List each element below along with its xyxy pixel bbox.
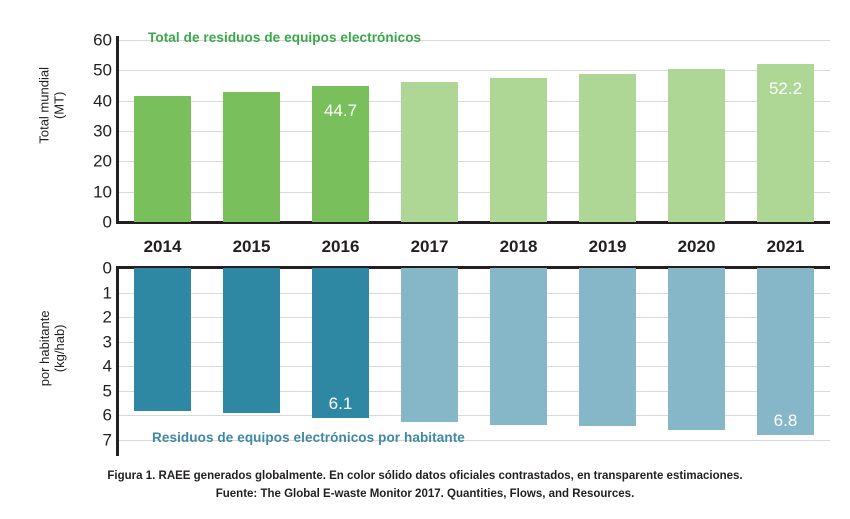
bar-habitante-2015[interactable] xyxy=(223,268,280,413)
figure-caption-line2: Fuente: The Global E-waste Monitor 2017.… xyxy=(0,486,850,504)
y-tick-label: 7 xyxy=(72,432,112,449)
y-tick-label: 6 xyxy=(72,407,112,424)
bar-total-2020[interactable] xyxy=(668,69,725,222)
y-tick-label: 3 xyxy=(72,333,112,350)
bars-por-habitante: 6.1 6.8 xyxy=(118,268,830,440)
x-label-2015: 2015 xyxy=(207,238,296,255)
y-tick-label: 0 xyxy=(72,214,112,231)
y-tick-label: 4 xyxy=(72,358,112,375)
y-tick-label: 0 xyxy=(72,260,112,277)
x-label-2018: 2018 xyxy=(474,238,563,255)
figure-raee-global: Total mundial (MT) 6050403020100 Total d… xyxy=(0,0,850,519)
y-tick-label: 1 xyxy=(72,284,112,301)
bar-total-2018[interactable] xyxy=(490,78,547,222)
y-tick-label: 20 xyxy=(72,153,112,170)
x-label-2021: 2021 xyxy=(741,238,830,255)
x-label-2019: 2019 xyxy=(563,238,652,255)
y-axis-title-total-mundial: Total mundial (MT) xyxy=(37,45,68,165)
bar-value-label: 44.7 xyxy=(312,102,369,119)
y-axis-title-por-habitante: por habitante (kg/hab) xyxy=(37,286,68,411)
x-label-2014: 2014 xyxy=(118,238,207,255)
bar-habitante-2016[interactable]: 6.1 xyxy=(312,268,369,418)
figure-caption-line1: Figura 1. RAEE generados globalmente. En… xyxy=(0,468,850,486)
bar-habitante-2014[interactable] xyxy=(134,268,191,411)
bar-habitante-2021[interactable]: 6.8 xyxy=(757,268,814,435)
bar-total-2016[interactable]: 44.7 xyxy=(312,86,369,222)
bar-total-2019[interactable] xyxy=(579,74,636,222)
chart-por-habitante: por habitante (kg/hab) 01234567 Residuos… xyxy=(0,258,850,458)
y-tick-label: 5 xyxy=(72,382,112,399)
bar-value-label: 6.8 xyxy=(757,412,814,429)
y-tick-label: 40 xyxy=(72,92,112,109)
y-axis-ticks-por-habitante: 0 1 2 3 4 5 6 7 xyxy=(72,258,112,458)
x-label-2017: 2017 xyxy=(385,238,474,255)
y-axis-ticks-total-mundial: 60 50 40 30 20 10 0 xyxy=(72,0,112,240)
y-axis-title-line2: (kg/hab) xyxy=(53,324,68,372)
bar-habitante-2020[interactable] xyxy=(668,268,725,430)
y-tick-label: 10 xyxy=(72,183,112,200)
x-label-2020: 2020 xyxy=(652,238,741,255)
y-tick-label: 50 xyxy=(72,62,112,79)
y-axis-title-line1: por habitante xyxy=(37,310,52,386)
y-tick-label: 60 xyxy=(72,32,112,49)
y-tick-label: 30 xyxy=(72,123,112,140)
bar-total-2014[interactable] xyxy=(134,96,191,222)
x-label-2016: 2016 xyxy=(296,238,385,255)
y-tick-label: 2 xyxy=(72,309,112,326)
bar-habitante-2017[interactable] xyxy=(401,268,458,422)
bar-habitante-2019[interactable] xyxy=(579,268,636,426)
bar-value-label: 52.2 xyxy=(757,80,814,97)
bar-value-label: 6.1 xyxy=(312,395,369,412)
y-axis-title-line1: Total mundial xyxy=(37,67,52,144)
bar-total-2017[interactable] xyxy=(401,82,458,222)
y-axis-title-line2: (MT) xyxy=(52,92,67,119)
bar-total-2021[interactable]: 52.2 xyxy=(757,64,814,222)
figure-caption: Figura 1. RAEE generados globalmente. En… xyxy=(0,468,850,504)
bar-habitante-2018[interactable] xyxy=(490,268,547,425)
chart-total-mundial: Total mundial (MT) 6050403020100 Total d… xyxy=(0,0,850,240)
bar-total-2015[interactable] xyxy=(223,92,280,222)
bars-total-mundial: 44.7 52.2 xyxy=(118,40,830,222)
